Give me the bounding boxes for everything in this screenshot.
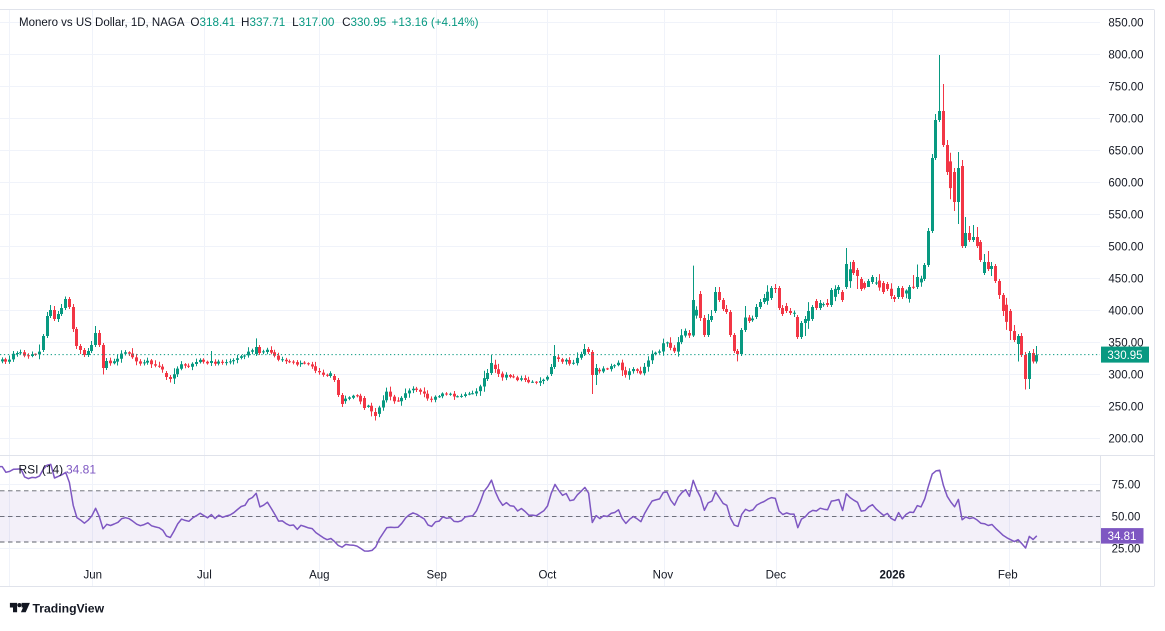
svg-text:Monero vs US Dollar, 1D, NAGA: Monero vs US Dollar, 1D, NAGA (19, 17, 185, 29)
svg-text:450.00: 450.00 (1108, 273, 1143, 285)
svg-text:50.00: 50.00 (1112, 511, 1141, 523)
svg-text:600.00: 600.00 (1108, 177, 1143, 189)
svg-text:2026: 2026 (880, 570, 906, 582)
svg-text:Nov: Nov (653, 570, 674, 582)
svg-text:RSI (14): RSI (14) (19, 463, 64, 477)
svg-text:Feb: Feb (998, 570, 1018, 582)
svg-text:200.00: 200.00 (1108, 433, 1143, 445)
svg-text:650.00: 650.00 (1108, 145, 1143, 157)
svg-text:500.00: 500.00 (1108, 241, 1143, 253)
svg-text:850.00: 850.00 (1108, 17, 1143, 29)
svg-text:750.00: 750.00 (1108, 81, 1143, 93)
svg-text:Sep: Sep (426, 570, 446, 582)
svg-text:800.00: 800.00 (1108, 49, 1143, 61)
svg-text:TradingView: TradingView (33, 601, 105, 615)
svg-text:25.00: 25.00 (1112, 543, 1141, 555)
svg-text:Jun: Jun (84, 570, 103, 582)
svg-text:400.00: 400.00 (1108, 305, 1143, 317)
svg-text:350.00: 350.00 (1108, 337, 1143, 349)
svg-text:250.00: 250.00 (1108, 401, 1143, 413)
svg-text:Oct: Oct (538, 570, 557, 582)
svg-text:34.81: 34.81 (66, 463, 96, 477)
svg-text:700.00: 700.00 (1108, 113, 1143, 125)
svg-text:Dec: Dec (766, 570, 787, 582)
svg-text:300.00: 300.00 (1108, 369, 1143, 381)
svg-text:330.95: 330.95 (1107, 350, 1142, 362)
svg-text:550.00: 550.00 (1108, 209, 1143, 221)
svg-text:Jul: Jul (197, 570, 212, 582)
svg-text:Aug: Aug (309, 570, 329, 582)
svg-text:34.81: 34.81 (1108, 531, 1137, 543)
svg-text:75.00: 75.00 (1112, 479, 1141, 491)
